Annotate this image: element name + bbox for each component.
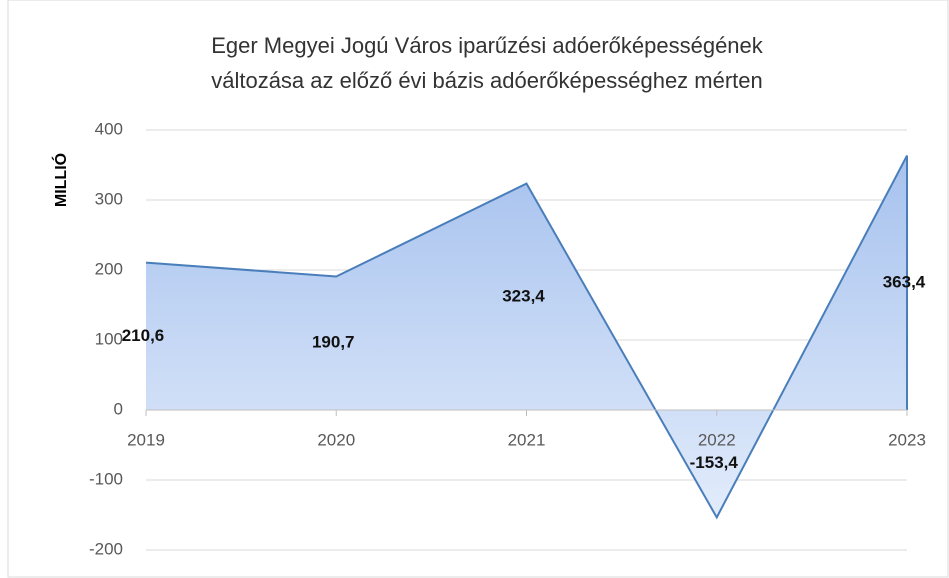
area [146, 155, 907, 518]
data-label: 363,4 [883, 272, 926, 291]
x-tick-label: 2021 [508, 430, 546, 449]
line [145, 155, 908, 520]
data-label: 210,6 [122, 326, 165, 345]
x-tick-label: 2023 [888, 430, 926, 449]
chart-title: változása az előző évi bázis adóerőképes… [211, 68, 763, 93]
x-tick-label: 2020 [317, 430, 355, 449]
data-label: 190,7 [312, 333, 355, 352]
y-axis-label: MILLIÓ [51, 153, 70, 207]
chart-title: Eger Megyei Jogú Város iparűzési adóerők… [211, 33, 764, 58]
y-tick-label: 400 [95, 119, 123, 138]
y-tick-label: 100 [95, 329, 123, 348]
data-label: -153,4 [690, 453, 739, 472]
y-tick-label: 0 [114, 399, 123, 418]
y-tick-label: 300 [95, 189, 123, 208]
y-tick-label: -200 [89, 539, 123, 558]
y-tick-label: -100 [89, 469, 123, 488]
x-tick-label: 2022 [698, 430, 736, 449]
x-tick-label: 2019 [127, 430, 165, 449]
data-label: 323,4 [502, 286, 545, 305]
y-tick-label: 200 [95, 259, 123, 278]
